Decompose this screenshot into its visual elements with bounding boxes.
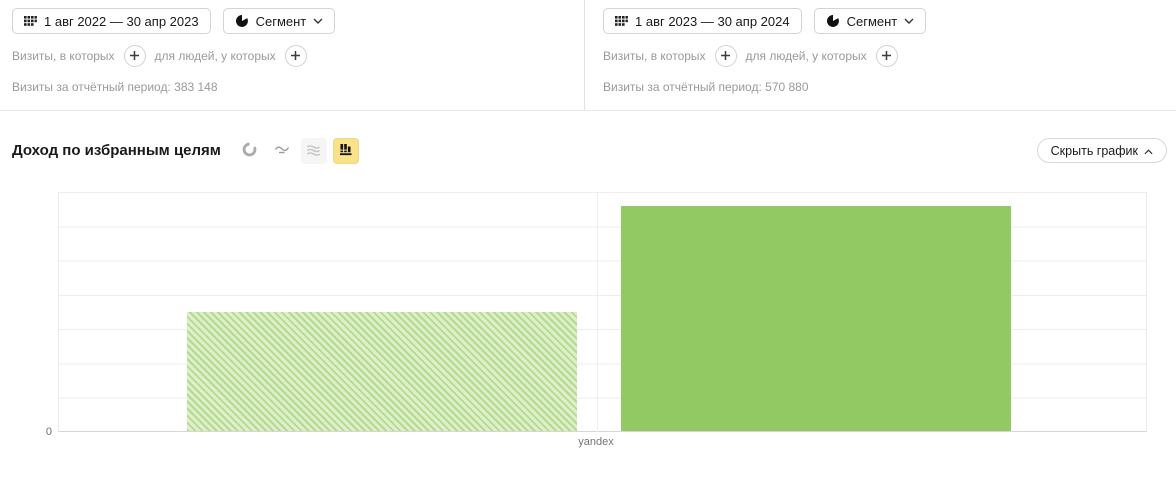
hide-chart-label: Скрыть график: [1050, 143, 1138, 158]
report-visits-label: Визиты за отчётный период:: [12, 80, 171, 94]
date-range-button-b[interactable]: 1 авг 2023 — 30 апр 2024: [603, 8, 802, 34]
pie-segment-icon: [235, 14, 249, 28]
x-axis: yandex: [58, 432, 1147, 452]
line-chart-icon: [274, 142, 290, 159]
hide-chart-button[interactable]: Скрыть график: [1036, 138, 1167, 163]
segment-b-filters: Визиты, в которых для людей, у которых: [603, 45, 1176, 67]
chart-header: Доход по избранным целям: [0, 111, 1176, 164]
chart-type-line-button[interactable]: [269, 138, 295, 164]
visits-filter-label: Визиты, в которых: [603, 49, 706, 63]
report-visits-value: 570 880: [765, 80, 809, 94]
visits-filter-label: Визиты, в которых: [12, 49, 115, 63]
people-filter-label: для людей, у которых: [154, 49, 276, 63]
bar-chart-icon: [339, 142, 353, 159]
segment-panel-a: 1 авг 2022 — 30 апр 2023 Сегмент Визиты,…: [0, 0, 585, 110]
report-visits-value: 383 148: [174, 80, 218, 94]
add-visits-condition-button[interactable]: [123, 45, 146, 67]
segment-button-b[interactable]: Сегмент: [813, 8, 927, 34]
pie-segment-icon: [826, 14, 840, 28]
bar-segment-a[interactable]: [187, 312, 577, 431]
bar-segment-b[interactable]: [621, 206, 1011, 431]
add-visits-condition-button[interactable]: [714, 45, 737, 67]
chart-type-area-button[interactable]: [300, 137, 327, 164]
chevron-down-icon: [313, 18, 323, 24]
calendar-grid-icon: [615, 15, 628, 27]
stacked-area-icon: [306, 143, 321, 159]
chart-type-pie-button[interactable]: [237, 138, 263, 164]
segment-a-controls: 1 авг 2022 — 30 апр 2023 Сегмент: [12, 8, 584, 34]
segment-a-filters: Визиты, в которых для людей, у которых: [12, 45, 584, 67]
people-filter-label: для людей, у которых: [745, 49, 867, 63]
chevron-down-icon: [904, 18, 914, 24]
plus-icon: [290, 49, 301, 64]
segment-panel-b: 1 авг 2023 — 30 апр 2024 Сегмент Визиты,…: [585, 0, 1176, 110]
donut-chart-icon: [242, 142, 257, 160]
plus-icon: [720, 49, 731, 64]
calendar-grid-icon: [24, 15, 37, 27]
vertical-gridline: [597, 192, 598, 432]
chart-plot-area: [58, 192, 1147, 432]
chevron-up-icon: [1144, 144, 1153, 158]
segment-button-label: Сегмент: [255, 13, 307, 29]
plus-icon: [881, 49, 892, 64]
chart-type-bar-button[interactable]: [332, 137, 359, 164]
segment-button-label: Сегмент: [846, 13, 898, 29]
y-axis-zero-label: 0: [45, 426, 52, 438]
add-people-condition-button[interactable]: [875, 45, 898, 67]
date-range-label: 1 авг 2023 — 30 апр 2024: [635, 13, 790, 29]
segment-button-a[interactable]: Сегмент: [222, 8, 336, 34]
plus-icon: [129, 49, 140, 64]
segment-a-visits-summary: Визиты за отчётный период: 383 148: [12, 80, 584, 94]
date-range-button-a[interactable]: 1 авг 2022 — 30 апр 2023: [12, 8, 211, 34]
segment-b-controls: 1 авг 2023 — 30 апр 2024 Сегмент: [603, 8, 1176, 34]
segment-b-visits-summary: Визиты за отчётный период: 570 880: [603, 80, 1176, 94]
chart-title: Доход по избранным целям: [12, 142, 221, 159]
bar-chart: 0: [46, 192, 1147, 438]
add-people-condition-button[interactable]: [284, 45, 307, 67]
segments-panel-row: 1 авг 2022 — 30 апр 2023 Сегмент Визиты,…: [0, 0, 1176, 111]
chart-type-switcher: [237, 137, 359, 164]
date-range-label: 1 авг 2022 — 30 апр 2023: [44, 13, 199, 29]
x-axis-category-label: yandex: [578, 436, 614, 448]
report-visits-label: Визиты за отчётный период:: [603, 80, 762, 94]
